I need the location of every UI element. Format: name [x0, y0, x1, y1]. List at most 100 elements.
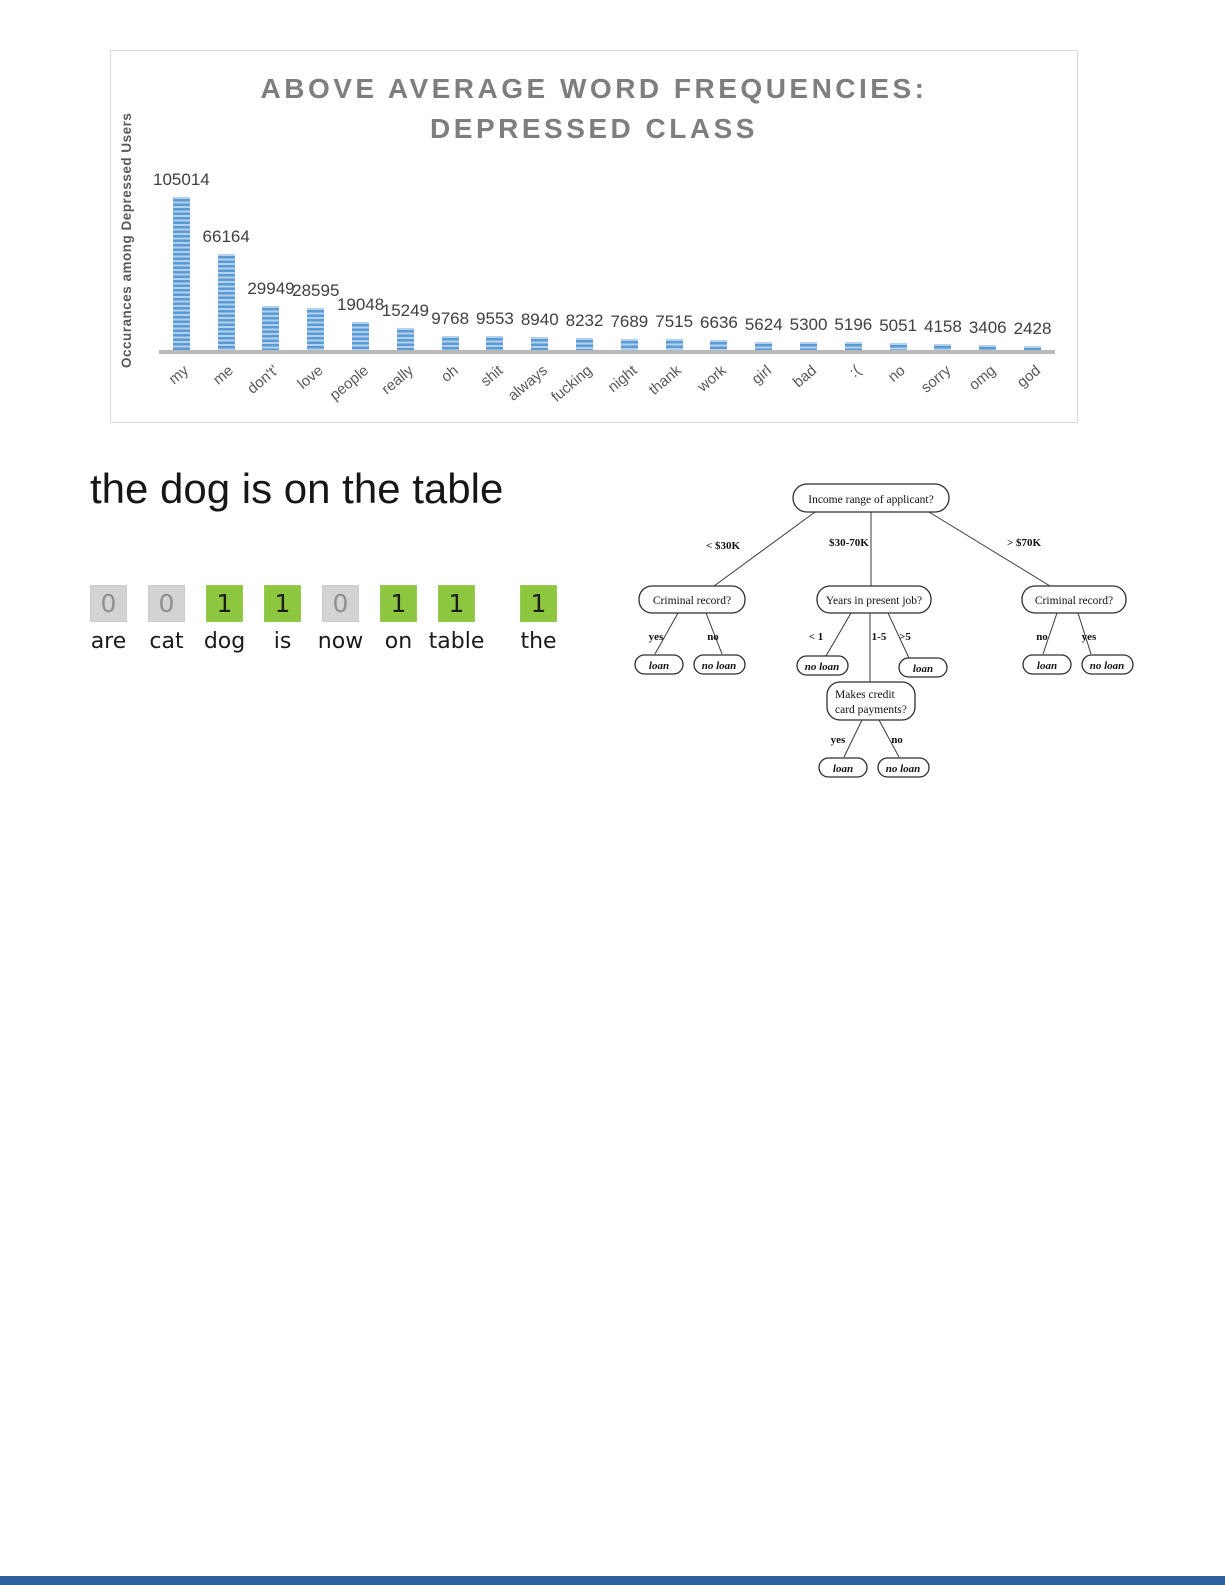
bar-value-label: 7515 — [655, 312, 694, 331]
bow-word-label: table — [428, 629, 485, 654]
bar-column: 5300 bad — [786, 315, 831, 391]
bar-value-label: 3406 — [968, 318, 1007, 337]
bar — [217, 254, 235, 350]
bar-column: 19048 people — [326, 295, 384, 404]
bar-x-label: people — [326, 362, 372, 404]
bow-value-box-present: 1 — [380, 585, 417, 622]
tree-edge-credit-no-label: no — [891, 734, 903, 746]
bar-x-label: my — [166, 362, 193, 388]
tree-leaf-right-no-loan — [1081, 654, 1134, 675]
bar-value-label: 5051 — [879, 316, 918, 335]
tree-leaf-credit-no-loan — [877, 757, 930, 778]
tree-leaf-credit-no-loan-label: no loan — [886, 763, 921, 775]
bow-word-label: dog — [203, 629, 246, 654]
bar — [396, 328, 414, 350]
bar — [934, 344, 952, 350]
bow-vector-row: 0 are 0 cat 1 dog 1 is 0 now 1 on 1 table 1 the — [90, 585, 557, 654]
bar-column: 5624 girl — [741, 315, 786, 388]
tree-root-label: Income range of applicant? — [808, 494, 933, 506]
tree-edge-left-yes-line — [654, 612, 679, 655]
bar-column: 8940 always — [505, 310, 562, 405]
tree-edge-right-no-line — [1042, 612, 1058, 655]
bar-value-label: 2428 — [1013, 319, 1052, 338]
bar — [665, 339, 683, 350]
tree-edge-lt30k-line — [713, 511, 816, 587]
bar-column: 8232 fucking — [548, 311, 607, 406]
bow-value-box-present: 1 — [438, 585, 475, 622]
bar-value-label: 6636 — [700, 313, 738, 332]
tree-edge-left-no-line — [705, 612, 723, 655]
bar-column: 2428 god — [1010, 319, 1055, 391]
bars-row: 105014 my 66164 me 29949 don't' 28595 love 19048… — [153, 90, 1055, 406]
bar-column: 9553 shit — [473, 309, 518, 390]
y-axis-label: Occurances among Depressed Users — [119, 112, 134, 368]
tree-edge-mid-1to5-label: 1-5 — [872, 631, 887, 643]
bar — [889, 343, 907, 350]
bar — [710, 340, 728, 350]
tree-edge-credit-yes-label: yes — [831, 734, 846, 746]
bow-word-label: on — [384, 629, 413, 654]
bar-value-label: 29949 — [247, 279, 295, 298]
bar-column: 28595 love — [292, 281, 339, 393]
bar — [800, 342, 818, 350]
x-axis-line — [159, 350, 1055, 354]
bar-column: 9768 oh — [428, 309, 473, 386]
bar-value-label: 8940 — [520, 310, 559, 329]
tree-node-years-in-job — [816, 585, 932, 614]
bar — [531, 337, 549, 350]
bar — [1024, 346, 1042, 350]
tree-edge-lt30k-label: < $30K — [706, 540, 741, 552]
bar-x-label: shit — [477, 362, 506, 391]
bow-value-box-present: 1 — [264, 585, 301, 622]
bar-column: 105014 my — [153, 170, 210, 388]
bar-x-label: really — [377, 362, 417, 399]
tree-leaf-credit-loan-label: loan — [833, 763, 853, 775]
bow-item: 1 table — [428, 585, 485, 654]
bar — [172, 197, 190, 350]
bow-item: 0 cat — [148, 585, 185, 654]
chart-title-line2: DEPRESSED CLASS — [430, 113, 758, 144]
footer-accent-bar — [0, 1576, 1225, 1585]
tree-leaf-right-loan — [1022, 654, 1072, 675]
bar-column: 7515 thank — [646, 312, 697, 399]
bow-item: 1 is — [264, 585, 301, 654]
tree-edge-gt70k-label: > $70K — [1007, 537, 1042, 549]
tree-leaf-mid-no-loan — [796, 655, 849, 676]
tree-root-node — [792, 483, 950, 513]
bow-value-box-present: 1 — [206, 585, 243, 622]
chart-title: ABOVE AVERAGE WORD FREQUENCIES: DEPRESSE… — [111, 69, 1077, 149]
bar-x-label: night — [604, 362, 641, 396]
bow-word-label: are — [90, 629, 127, 654]
bow-item: 1 on — [380, 585, 417, 654]
bow-item: 0 now — [318, 585, 363, 654]
bar-x-label: oh — [437, 362, 462, 386]
bar — [441, 336, 459, 350]
bar-x-label: bad — [789, 362, 820, 392]
tree-leaf-right-no-loan-label: no loan — [1090, 660, 1125, 672]
word-frequency-chart: ABOVE AVERAGE WORD FREQUENCIES: DEPRESSE… — [110, 50, 1078, 423]
bar-column: 5196:( — [831, 315, 876, 381]
tree-node-criminal-record-right-label: Criminal record? — [1035, 595, 1113, 607]
tree-node-criminal-record-left-label: Criminal record? — [653, 595, 731, 607]
tree-edge-left-no-label: no — [707, 631, 719, 643]
bar-value-label: 5196 — [834, 315, 873, 334]
bar-value-label: 28595 — [292, 281, 340, 300]
tree-edge-credit-no-line — [878, 719, 900, 758]
bow-word-label: is — [273, 629, 292, 654]
bar-x-label: sorry — [917, 362, 954, 397]
bar — [979, 345, 997, 350]
tree-edge-mid-lt1-line — [825, 612, 852, 657]
bar-x-label: fucking — [548, 362, 596, 406]
bar — [576, 338, 594, 350]
bar-value-label: 15249 — [381, 301, 430, 320]
bar-column: 6636 work — [695, 313, 742, 395]
tree-node-years-in-job-label: Years in present job? — [826, 595, 922, 607]
tree-edge-30to70k-label: $30-70K — [829, 537, 869, 549]
bar-x-label: no — [885, 362, 910, 386]
tree-leaf-left-loan-label: loan — [649, 660, 669, 672]
bow-value-box-absent: 0 — [90, 585, 127, 622]
tree-node-credit-card — [826, 681, 916, 721]
bar — [620, 339, 638, 350]
tree-leaf-right-loan-label: loan — [1037, 660, 1057, 672]
bar-column: 66164 me — [203, 227, 250, 388]
